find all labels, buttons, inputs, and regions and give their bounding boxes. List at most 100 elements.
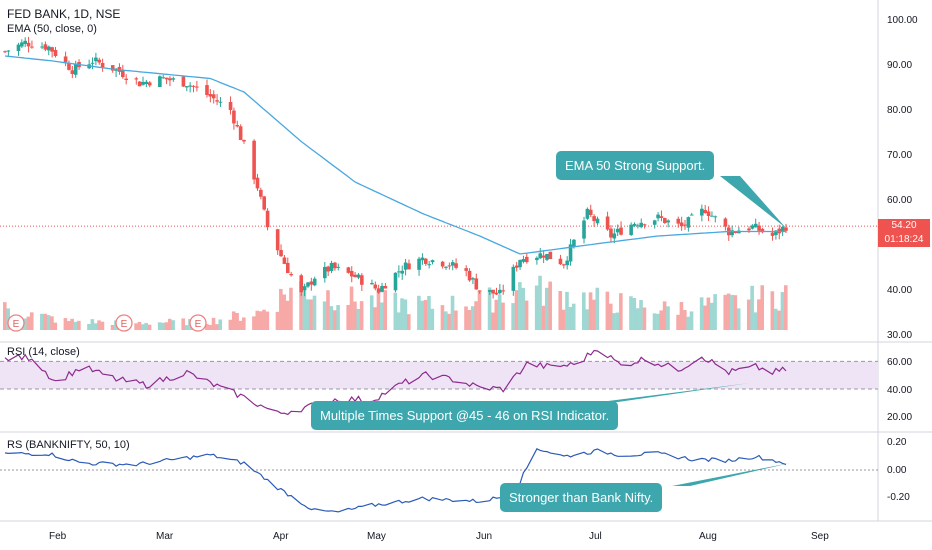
volume-bar xyxy=(736,308,741,330)
candle-body xyxy=(487,290,492,292)
candle-body xyxy=(30,46,34,48)
volume-bar xyxy=(524,300,529,330)
volume-bar xyxy=(568,306,573,330)
volume-bar xyxy=(66,321,71,330)
candle-body xyxy=(612,233,617,239)
volume-bar xyxy=(450,295,455,330)
candle-body xyxy=(403,262,408,270)
candle-body xyxy=(349,270,354,277)
candle-body xyxy=(326,266,330,272)
volume-bar xyxy=(726,293,731,330)
candle-body xyxy=(370,283,374,285)
candle-body xyxy=(232,110,236,124)
volume-bar xyxy=(369,295,374,330)
volume-bar xyxy=(97,320,101,330)
volume-bar xyxy=(228,319,233,330)
volume-bar xyxy=(447,313,451,330)
volume-bar xyxy=(396,312,401,330)
price-tick-label: 30.00 xyxy=(887,330,913,341)
candle-body xyxy=(514,265,519,268)
volume-bar xyxy=(544,287,549,330)
volume-bar xyxy=(73,321,78,330)
volume-bar xyxy=(487,287,492,330)
earnings-marker xyxy=(189,314,207,332)
candle-body xyxy=(373,284,378,289)
price-tick-label: 80.00 xyxy=(887,105,913,116)
volume-bar xyxy=(211,317,216,330)
volume-bar xyxy=(652,313,657,330)
volume-bar xyxy=(605,291,610,330)
candle-body xyxy=(588,209,593,215)
volume-bar xyxy=(635,308,640,330)
candle-body xyxy=(474,278,479,290)
volume-bar xyxy=(588,292,593,330)
rs-tick-label: -0.20 xyxy=(887,492,910,503)
volume-bar xyxy=(282,294,287,330)
x-tick-label: Jul xyxy=(589,531,602,542)
candle-body xyxy=(218,101,223,103)
volume-bar xyxy=(141,324,145,330)
candle-body xyxy=(360,275,364,285)
candle-body xyxy=(464,268,468,271)
rsi-line xyxy=(4,349,787,416)
volume-bar xyxy=(46,315,51,330)
rsi-legend: RSI (14, close) xyxy=(7,346,80,358)
candle-body xyxy=(184,86,189,88)
candle-body xyxy=(195,86,199,88)
volume-bar xyxy=(784,285,788,330)
candle-body xyxy=(713,216,718,218)
volume-bar xyxy=(501,302,505,330)
candle-body xyxy=(265,210,270,228)
candle-body xyxy=(141,81,145,85)
volume-bar xyxy=(683,310,687,330)
volume-bar xyxy=(167,318,172,330)
volume-bar xyxy=(184,325,189,330)
volume-bar xyxy=(420,300,425,330)
volume-bar xyxy=(440,305,445,330)
price-tick-label: 60.00 xyxy=(887,195,913,206)
volume-bar xyxy=(730,294,734,330)
candle-body xyxy=(427,264,431,266)
volume-bar xyxy=(608,303,613,330)
candle-body xyxy=(760,228,765,233)
candle-body xyxy=(491,289,495,294)
candle-body xyxy=(238,126,243,140)
candle-body xyxy=(417,258,421,270)
symbol-title: FED BANK, 1D, NSE xyxy=(7,7,121,21)
volume-bar xyxy=(760,285,765,330)
candle-body xyxy=(228,101,233,110)
volume-bar xyxy=(534,285,539,330)
bar-countdown-tag: 01:18:24 xyxy=(878,233,930,247)
candle-body xyxy=(592,216,596,222)
candle-body xyxy=(700,208,704,216)
candle-body xyxy=(282,257,287,264)
volume-bar xyxy=(275,311,280,330)
candle-body xyxy=(676,218,681,224)
volume-bar xyxy=(541,305,546,330)
earnings-marker xyxy=(115,314,133,332)
volume-bar xyxy=(474,301,478,330)
rsi-support-callout: Multiple Times Support @45 - 46 on RSI I… xyxy=(311,401,619,430)
volume-bar xyxy=(332,310,337,330)
candle-body xyxy=(215,100,219,102)
volume-bar xyxy=(3,302,7,330)
current-price-tag: 54.20 xyxy=(878,219,930,233)
candle-body xyxy=(494,292,499,295)
volume-bar xyxy=(443,311,448,330)
ema50-line xyxy=(4,55,786,255)
volume-bar xyxy=(171,320,175,330)
volume-bar xyxy=(29,312,34,330)
volume-bar xyxy=(208,324,212,330)
volume-bar xyxy=(582,292,586,330)
candle-body xyxy=(568,244,573,262)
candle-body xyxy=(353,274,357,277)
candle-body xyxy=(477,290,482,292)
volume-bar xyxy=(427,296,431,330)
candle-body xyxy=(255,177,260,189)
rs-callout-pointer xyxy=(672,463,790,486)
candle-body xyxy=(454,263,458,268)
candle-body xyxy=(168,78,172,81)
earnings-marker-label: E xyxy=(13,319,20,330)
volume-bar xyxy=(400,298,404,330)
volume-bar xyxy=(157,322,162,330)
